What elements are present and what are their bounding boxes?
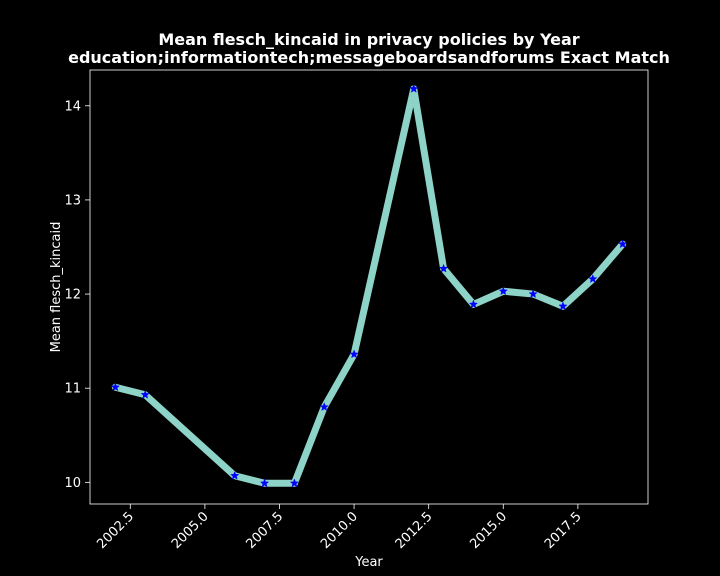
y-tick-label: 10 [64, 476, 81, 491]
data-point-star [110, 382, 121, 392]
data-point-star [140, 389, 150, 399]
y-tick-label: 13 [64, 193, 81, 208]
y-axis: 10 11 12 13 14 [64, 99, 90, 491]
y-tick-label: 12 [64, 288, 81, 303]
plot-frame [89, 69, 649, 505]
data-point-star [259, 478, 270, 488]
chart-subtitle: education;informationtech;messageboardsa… [68, 48, 670, 67]
y-tick-label: 14 [64, 99, 81, 114]
x-axis-label: Year [354, 555, 383, 570]
data-point-star [438, 263, 449, 273]
data-point-star [289, 478, 300, 488]
data-point-star [319, 402, 329, 411]
data-point-star [617, 239, 628, 249]
y-axis-label: Mean flesch_kincaid [49, 222, 64, 353]
y-tick-label: 11 [64, 382, 81, 397]
data-point-star [349, 349, 359, 359]
chart-title: Mean flesch_kincaid in privacy policies … [158, 30, 579, 49]
data-point-star [558, 301, 568, 311]
data-point-star [528, 289, 538, 299]
plot-area [110, 83, 628, 488]
data-point-star [409, 83, 419, 93]
data-point-star [498, 286, 508, 296]
data-point-star [230, 470, 240, 480]
data-point-star [588, 274, 598, 283]
data-point-star [468, 299, 479, 309]
